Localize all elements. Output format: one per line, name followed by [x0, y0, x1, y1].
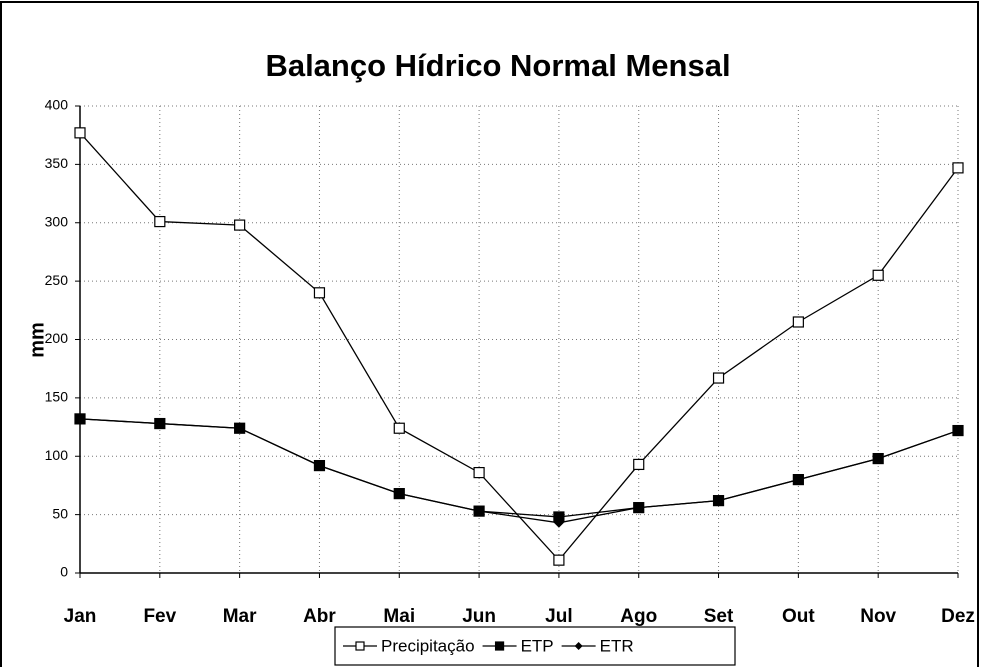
x-tick-label: Out	[782, 606, 815, 627]
marker	[952, 162, 964, 174]
marker	[792, 316, 804, 328]
x-tick-label: Dez	[941, 606, 975, 627]
y-tick-label: 400	[45, 97, 69, 113]
legend-box	[334, 626, 736, 666]
marker	[633, 458, 645, 471]
y-tick-label: 350	[45, 155, 69, 171]
marker	[234, 219, 246, 231]
y-tick-label: 0	[60, 564, 68, 580]
marker	[154, 215, 166, 228]
marker	[474, 506, 485, 517]
x-tick-label: Jan	[64, 606, 97, 627]
x-tick-label: Jun	[462, 606, 496, 627]
x-tick-label: Mai	[383, 606, 415, 627]
legend-label: Precipitação	[381, 636, 475, 655]
marker	[314, 460, 325, 471]
marker	[494, 641, 505, 651]
x-tick-label: Mar	[223, 606, 257, 627]
x-tick-label: Fev	[143, 606, 176, 627]
marker	[872, 269, 884, 281]
y-tick-label: 200	[45, 330, 69, 346]
y-tick-label: 300	[45, 213, 69, 229]
marker	[74, 127, 86, 139]
x-tick-label: Jul	[545, 606, 572, 627]
marker	[234, 423, 245, 434]
marker	[553, 554, 565, 566]
x-tick-label: Nov	[860, 606, 896, 627]
y-tick-label: 100	[45, 447, 69, 463]
marker	[633, 502, 644, 513]
marker	[553, 517, 564, 528]
y-axis-label: mm	[26, 322, 48, 358]
marker	[394, 488, 405, 499]
y-tick-label: 250	[45, 272, 69, 288]
series-line	[79, 418, 959, 524]
marker	[473, 466, 485, 479]
y-tick-label: 50	[52, 505, 68, 521]
marker	[953, 425, 963, 436]
marker	[712, 372, 725, 384]
series-line	[79, 418, 959, 518]
y-tick-label: 150	[45, 389, 69, 405]
marker	[313, 287, 326, 299]
series-line	[79, 132, 959, 562]
marker	[713, 495, 724, 506]
marker	[873, 453, 884, 464]
marker	[355, 641, 365, 651]
marker	[574, 642, 583, 650]
marker	[75, 413, 85, 424]
marker	[393, 422, 405, 434]
marker	[154, 418, 165, 429]
chart-title: Balanço Hídrico Normal Mensal	[265, 48, 730, 83]
x-tick-label: Set	[704, 606, 734, 627]
x-tick-label: Ago	[620, 606, 657, 627]
legend-label: ETR	[600, 636, 634, 655]
x-tick-label: Abr	[303, 606, 336, 627]
legend-label: ETP	[521, 636, 554, 655]
marker	[793, 474, 804, 485]
